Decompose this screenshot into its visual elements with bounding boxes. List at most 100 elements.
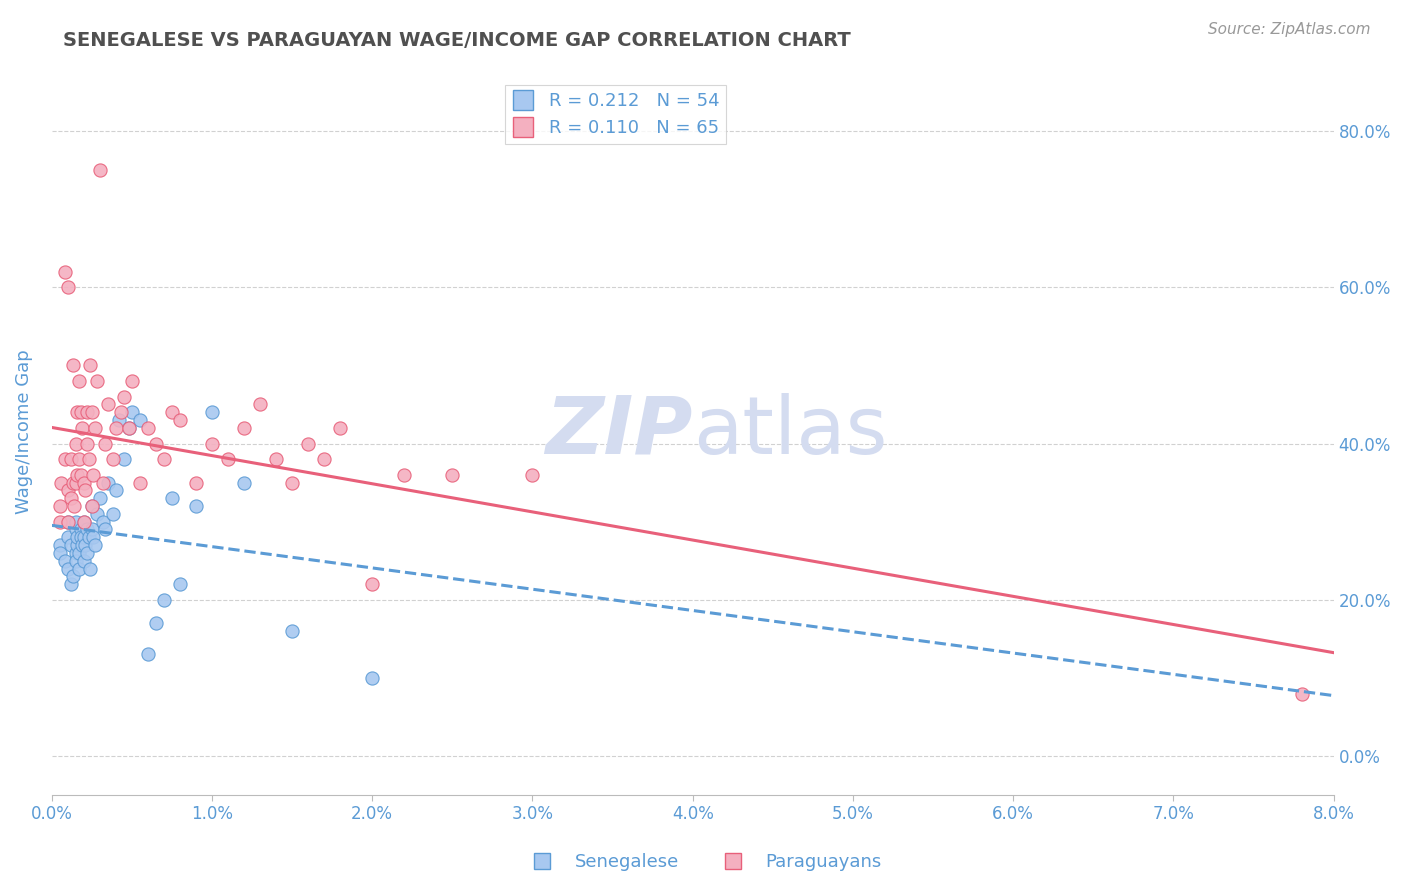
Point bbox=[89, 163, 111, 178]
Point bbox=[97, 397, 120, 411]
Point bbox=[184, 475, 207, 490]
Point bbox=[153, 452, 176, 467]
Point bbox=[66, 538, 89, 552]
Point bbox=[73, 554, 96, 568]
Point bbox=[63, 499, 86, 513]
Point bbox=[49, 515, 72, 529]
Point bbox=[56, 561, 79, 575]
Point bbox=[101, 452, 124, 467]
Point bbox=[67, 546, 90, 560]
Point bbox=[112, 452, 135, 467]
Point bbox=[73, 515, 96, 529]
Point bbox=[104, 483, 127, 498]
Point bbox=[281, 624, 304, 638]
Point bbox=[53, 554, 76, 568]
Point bbox=[65, 515, 87, 529]
Point bbox=[69, 405, 91, 419]
Point bbox=[69, 467, 91, 482]
Point bbox=[82, 467, 104, 482]
Point bbox=[233, 421, 256, 435]
Point bbox=[329, 421, 352, 435]
Point bbox=[80, 523, 103, 537]
Point bbox=[112, 390, 135, 404]
Point bbox=[101, 507, 124, 521]
Point bbox=[121, 374, 143, 388]
Point bbox=[66, 467, 89, 482]
Point bbox=[153, 592, 176, 607]
Point bbox=[118, 421, 141, 435]
Point bbox=[69, 530, 91, 544]
Point bbox=[62, 359, 84, 373]
Text: ZIP: ZIP bbox=[546, 392, 693, 471]
Point bbox=[91, 475, 114, 490]
Point bbox=[217, 452, 239, 467]
Point bbox=[201, 436, 224, 450]
Point bbox=[73, 530, 96, 544]
Legend: R = 0.212   N = 54, R = 0.110   N = 65: R = 0.212 N = 54, R = 0.110 N = 65 bbox=[505, 85, 727, 145]
Point bbox=[67, 452, 90, 467]
Point bbox=[297, 436, 319, 450]
Point bbox=[93, 436, 115, 450]
Point bbox=[75, 483, 97, 498]
Point bbox=[73, 515, 96, 529]
Point bbox=[79, 359, 101, 373]
Point bbox=[56, 483, 79, 498]
Point bbox=[441, 467, 464, 482]
Point bbox=[169, 413, 191, 427]
Text: Source: ZipAtlas.com: Source: ZipAtlas.com bbox=[1208, 22, 1371, 37]
Point bbox=[62, 569, 84, 583]
Point bbox=[59, 491, 82, 506]
Point bbox=[56, 530, 79, 544]
Point bbox=[1291, 686, 1313, 700]
Point bbox=[80, 499, 103, 513]
Point bbox=[128, 413, 150, 427]
Point bbox=[522, 467, 544, 482]
Point bbox=[314, 452, 336, 467]
Point bbox=[249, 397, 271, 411]
Point bbox=[145, 436, 167, 450]
Point bbox=[118, 421, 141, 435]
Point bbox=[79, 561, 101, 575]
Point bbox=[59, 452, 82, 467]
Point bbox=[89, 491, 111, 506]
Point bbox=[361, 577, 384, 591]
Point bbox=[80, 499, 103, 513]
Point bbox=[76, 405, 98, 419]
Point bbox=[86, 507, 108, 521]
Point bbox=[76, 546, 98, 560]
Point bbox=[65, 523, 87, 537]
Point bbox=[49, 546, 72, 560]
Point bbox=[86, 374, 108, 388]
Point bbox=[77, 452, 100, 467]
Point bbox=[264, 452, 287, 467]
Point bbox=[66, 530, 89, 544]
Point bbox=[70, 421, 93, 435]
Y-axis label: Wage/Income Gap: Wage/Income Gap bbox=[15, 350, 32, 514]
Point bbox=[53, 452, 76, 467]
Point bbox=[49, 538, 72, 552]
Point bbox=[128, 475, 150, 490]
Point bbox=[49, 499, 72, 513]
Point bbox=[91, 515, 114, 529]
Point bbox=[67, 374, 90, 388]
Point bbox=[53, 265, 76, 279]
Point bbox=[56, 280, 79, 294]
Point bbox=[145, 616, 167, 631]
Point bbox=[59, 538, 82, 552]
Point bbox=[76, 523, 98, 537]
Point bbox=[56, 515, 79, 529]
Point bbox=[62, 475, 84, 490]
Point bbox=[201, 405, 224, 419]
Point bbox=[169, 577, 191, 591]
Point bbox=[67, 561, 90, 575]
Point bbox=[108, 413, 131, 427]
Point bbox=[66, 405, 89, 419]
Point bbox=[184, 499, 207, 513]
Point bbox=[93, 523, 115, 537]
Point bbox=[160, 405, 183, 419]
Point bbox=[65, 436, 87, 450]
Point bbox=[104, 421, 127, 435]
Point bbox=[84, 421, 107, 435]
Point bbox=[361, 671, 384, 685]
Point bbox=[73, 475, 96, 490]
